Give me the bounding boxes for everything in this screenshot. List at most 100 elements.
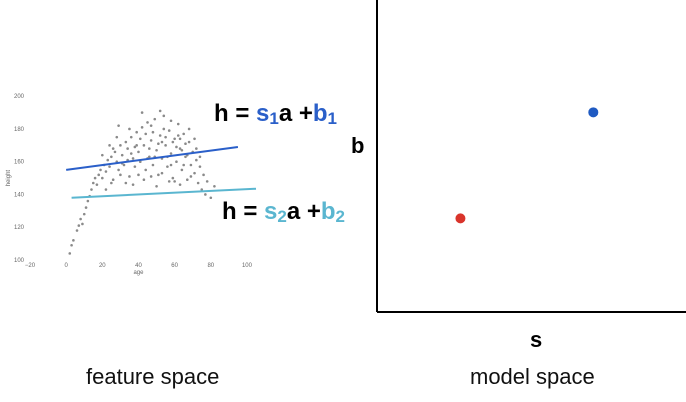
scatter-point (90, 188, 93, 191)
scatter-point (91, 181, 95, 185)
scatter-point (182, 132, 185, 136)
scatter-point (162, 114, 166, 118)
y-tick-label: 100 (14, 258, 25, 264)
scatter-point (106, 158, 110, 162)
scatter-point (184, 142, 187, 145)
scatter-point (166, 165, 169, 168)
scatter-point (198, 155, 202, 159)
scatter-point (84, 206, 88, 209)
fit-line (71, 187, 257, 199)
scatter-point (164, 135, 167, 139)
scatter-point (129, 135, 133, 139)
scatter-point (126, 147, 129, 150)
y-axis-label: height (6, 170, 12, 187)
scatter-point (169, 163, 173, 167)
scatter-point (129, 152, 133, 155)
scatter-point (124, 181, 128, 185)
x-tick-label: −20 (25, 263, 36, 269)
equation-2-a: a + (286, 198, 321, 225)
scatter-point (137, 173, 140, 177)
scatter-point (176, 134, 180, 137)
y-tick-label: 120 (14, 225, 25, 231)
scatter-point (111, 147, 115, 150)
scatter-point (79, 217, 82, 221)
equation-2-s: s (264, 198, 278, 225)
scatter-point (144, 168, 148, 172)
scatter-point (157, 142, 160, 145)
scatter-point (93, 176, 97, 180)
scatter-point (81, 222, 84, 226)
scatter-point (200, 188, 204, 191)
scatter-point (195, 147, 198, 150)
scatter-point (189, 175, 193, 178)
scatter-point (153, 117, 157, 121)
equation-1-s-sub: 1 (269, 109, 279, 128)
scatter-point (149, 175, 153, 178)
scatter-point (187, 127, 191, 131)
scatter-point (140, 126, 144, 129)
scatter-point (202, 173, 205, 177)
scatter-point (171, 140, 175, 144)
scatter-point (204, 193, 207, 196)
scatter-point (82, 212, 86, 216)
scatter-point (70, 243, 73, 247)
scatter-point (162, 127, 166, 131)
model-space-plot (376, 0, 686, 313)
equation-1-s: s (256, 100, 270, 127)
x-tick-label: 20 (99, 263, 106, 269)
scatter-point (131, 157, 135, 160)
equation-1-h: h = (214, 100, 257, 127)
scatter-point (182, 163, 185, 167)
scatter-point (135, 130, 138, 134)
scatter-point (169, 152, 173, 155)
scatter-point (97, 173, 101, 177)
scatter-point (142, 144, 146, 147)
scatter-point (180, 148, 184, 152)
scatter-point (175, 160, 178, 164)
scatter-point (110, 181, 113, 185)
scatter-point (138, 137, 142, 141)
scatter-point (149, 124, 153, 127)
scatter-point (213, 184, 216, 188)
scatter-point (160, 140, 164, 144)
scatter-point (158, 134, 162, 137)
scatter-point (75, 229, 79, 232)
scatter-point (124, 140, 128, 144)
scatter-point (180, 168, 184, 172)
x-tick-label: 100 (242, 263, 253, 269)
scatter-point (104, 170, 108, 173)
scatter-point (169, 119, 173, 123)
scatter-point (185, 178, 189, 182)
scatter-point (173, 180, 176, 183)
equation-1-a: a + (278, 100, 313, 127)
scatter-point (148, 147, 151, 150)
scatter-point (189, 163, 193, 167)
feature-space-plot: 100 120 140 160 180 200 −20 0 20 40 60 80 100 age heig… (6, 94, 257, 276)
scatter-point (198, 165, 202, 168)
scatter-point (122, 163, 126, 167)
scatter-point (131, 183, 135, 186)
scatter-point (184, 155, 187, 159)
scatter-point (155, 148, 158, 152)
scatter-point (142, 178, 146, 182)
equation-line-1: h = s1a +b1 (214, 100, 337, 129)
scatter-point (193, 171, 196, 175)
scatter-point (196, 181, 200, 185)
x-axis-label: age (133, 270, 144, 276)
scatter-point (95, 183, 99, 186)
scatter-point (72, 239, 75, 242)
scatter-point (160, 171, 164, 175)
equation-line-2: h = s2a +b2 (222, 198, 345, 227)
scatter-point (151, 163, 155, 167)
model-space-x-label: s (530, 327, 543, 352)
model-space-y-label: b (351, 133, 365, 158)
scatter-point (205, 180, 209, 183)
scatter-point (157, 173, 160, 177)
equation-2-b: b (320, 198, 336, 225)
scatter-point (133, 165, 137, 168)
scatter-point (148, 155, 151, 159)
scatter-point (193, 137, 196, 141)
scatter-point (155, 184, 158, 188)
scatter-point (99, 168, 102, 172)
